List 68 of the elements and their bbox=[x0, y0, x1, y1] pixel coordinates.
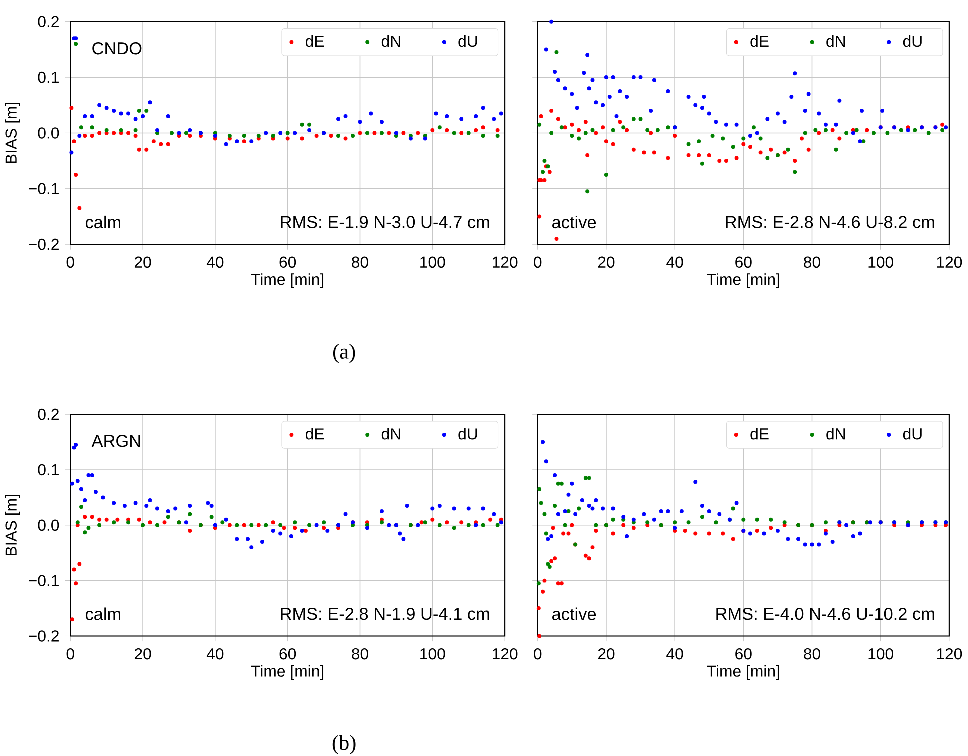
y-tick-label: −0.2 bbox=[29, 630, 59, 642]
legend-label: dU bbox=[458, 36, 478, 48]
x-axis-title: Time [min] bbox=[707, 665, 780, 680]
x-tick-label: 40 bbox=[666, 256, 684, 268]
annotation: ARGN bbox=[92, 435, 140, 448]
x-tick-label: 40 bbox=[206, 648, 224, 660]
x-tick-label: 20 bbox=[134, 648, 152, 660]
x-tick-label: 100 bbox=[868, 648, 894, 660]
annotation: calm bbox=[86, 216, 120, 229]
annotation: calm bbox=[86, 608, 120, 620]
x-tick-label: 80 bbox=[352, 256, 368, 268]
x-tick-label: 80 bbox=[352, 648, 368, 660]
y-tick-label: 0.0 bbox=[38, 520, 60, 532]
x-tick-label: 80 bbox=[804, 648, 820, 660]
legend-label: dN bbox=[382, 428, 400, 440]
y-tick-label: −0.2 bbox=[29, 239, 59, 250]
text: (a) bbox=[333, 344, 356, 364]
legend-label: dE bbox=[750, 428, 769, 440]
x-tick-label: 60 bbox=[280, 256, 296, 268]
y-tick-label: 0.1 bbox=[38, 464, 59, 476]
x-axis-title: Time [min] bbox=[251, 665, 324, 680]
legend-label: dU bbox=[903, 36, 922, 48]
legend-label: dN bbox=[826, 36, 846, 48]
legend-label: dU bbox=[458, 428, 478, 440]
x-tick-label: 20 bbox=[134, 256, 152, 268]
y-tick-label: −0.1 bbox=[29, 183, 59, 195]
annotation: RMS: E-2.8 N-4.6 U-8.2 cm bbox=[726, 216, 934, 228]
x-tick-label: 40 bbox=[666, 648, 684, 660]
y-axis-title: BIAS [m] bbox=[5, 103, 20, 164]
x-tick-label: 80 bbox=[804, 256, 820, 268]
x-tick-label: 0 bbox=[66, 256, 74, 268]
text: (b) bbox=[332, 735, 356, 755]
x-tick-label: 60 bbox=[280, 648, 296, 660]
x-tick-label: 20 bbox=[598, 648, 615, 660]
x-tick-label: 100 bbox=[420, 256, 446, 268]
x-tick-label: 0 bbox=[534, 648, 542, 660]
legend-label: dE bbox=[306, 428, 324, 440]
x-tick-label: 40 bbox=[206, 256, 224, 268]
y-tick-label: 0.2 bbox=[38, 16, 59, 28]
annotation: RMS: E-1.9 N-3.0 U-4.7 cm bbox=[281, 216, 490, 228]
legend-label: dE bbox=[750, 36, 769, 48]
legend-label: dN bbox=[382, 36, 400, 48]
x-axis-title: Time [min] bbox=[251, 274, 324, 288]
x-tick-label: 120 bbox=[937, 648, 962, 660]
x-tick-label: 0 bbox=[66, 648, 74, 660]
legend-label: dE bbox=[306, 36, 324, 48]
annotation: RMS: E-4.0 N-4.6 U-10.2 cm bbox=[716, 608, 934, 620]
legend-label: dU bbox=[903, 428, 922, 440]
x-tick-label: 60 bbox=[736, 648, 752, 660]
y-tick-label: 0.1 bbox=[38, 72, 59, 84]
x-tick-label: 120 bbox=[492, 256, 518, 268]
y-axis-title: BIAS [m] bbox=[5, 495, 20, 556]
annotation: RMS: E-2.8 N-1.9 U-4.1 cm bbox=[281, 608, 490, 620]
x-tick-label: 120 bbox=[492, 648, 518, 660]
x-tick-label: 120 bbox=[937, 256, 962, 268]
x-tick-label: 20 bbox=[598, 256, 615, 268]
y-tick-label: 0.0 bbox=[38, 128, 60, 139]
x-tick-label: 0 bbox=[534, 256, 542, 268]
x-tick-label: 100 bbox=[420, 648, 446, 660]
annotation: CNDO bbox=[92, 42, 142, 55]
y-tick-label: 0.2 bbox=[38, 409, 59, 420]
y-tick-label: −0.1 bbox=[29, 575, 59, 587]
legend-label: dN bbox=[826, 428, 846, 440]
x-tick-label: 100 bbox=[868, 256, 894, 268]
annotation: active bbox=[552, 216, 596, 229]
x-axis-title: Time [min] bbox=[707, 274, 780, 288]
x-tick-label: 60 bbox=[736, 256, 752, 268]
annotation: active bbox=[552, 608, 596, 620]
